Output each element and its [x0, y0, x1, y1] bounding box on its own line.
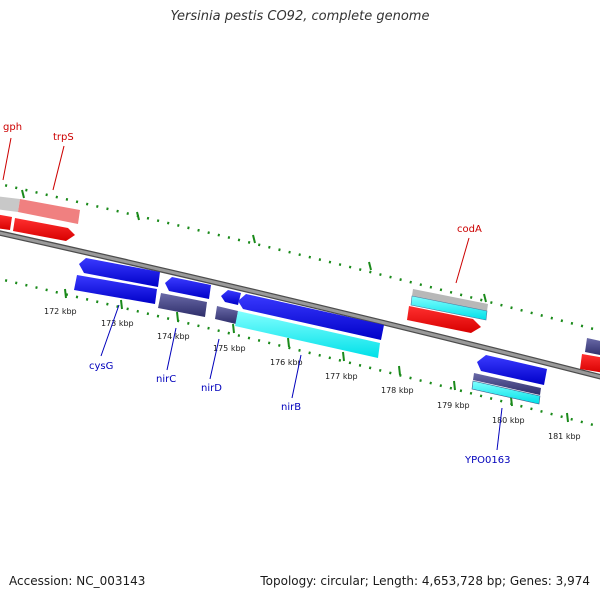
- edge-gene-arrow: [580, 354, 600, 373]
- inner-tick-track: [0, 277, 600, 428]
- gene-label-ypo0163: YPO0163: [464, 455, 510, 466]
- accession-text: Accession: NC_003143: [9, 574, 146, 588]
- tick-label-176: 176 kbp: [270, 358, 303, 367]
- nirC-gene-box: [158, 293, 207, 317]
- codA-feature-grey: [412, 289, 488, 311]
- nirC-upper-arrow: [165, 277, 211, 299]
- map-title: Yersinia pestis CO92, complete genome: [170, 9, 430, 24]
- gph-feature-grey: [0, 196, 20, 212]
- gene-label-nirB: nirB: [281, 402, 301, 413]
- codA-gene-arrow: [407, 306, 481, 333]
- scale-labels: 172 kbp 173 kbp 174 kbp 175 kbp 176 kbp …: [44, 307, 581, 441]
- ypo0163-feature-cyan: [471, 380, 541, 405]
- edge-feature-dark: [585, 338, 600, 355]
- nirB-feature-cyan: [235, 311, 380, 358]
- tick-label-175: 175 kbp: [213, 344, 246, 353]
- ypo0163-feature-dark: [473, 373, 541, 395]
- gene-label-nirC: nirC: [156, 374, 176, 385]
- gene-labels: gph trpS codA cysG nirC nirD nirB YPO016…: [3, 122, 510, 466]
- trpS-gene-arrow: [13, 218, 75, 241]
- topology-text: Topology: circular; Length: 4,653,728 bp…: [260, 574, 590, 588]
- gph-gene-arrow: [0, 214, 12, 230]
- nirD-gene-arrow: [221, 290, 241, 305]
- nirB-gene-arrow: [238, 294, 384, 340]
- tick-label-178: 178 kbp: [381, 386, 414, 395]
- label-leader-lines: [2, 137, 503, 451]
- tick-label-174: 174 kbp: [157, 332, 190, 341]
- tick-label-180: 180 kbp: [492, 416, 525, 425]
- gene-label-trpS: trpS: [53, 132, 74, 143]
- reverse-strand-features: [74, 258, 547, 405]
- tick-label-172: 172 kbp: [44, 307, 77, 316]
- outer-tick-track: [0, 182, 600, 332]
- tick-label-181: 181 kbp: [548, 432, 581, 441]
- cysG-upper-arrow: [79, 258, 160, 287]
- codA-feature-cyan: [410, 295, 488, 321]
- gene-label-nirD: nirD: [201, 383, 222, 394]
- outer-major-ticks: [21, 189, 487, 303]
- genome-backbone: [0, 230, 600, 380]
- forward-strand-features: [0, 196, 600, 373]
- gene-label-cysG: cysG: [89, 361, 113, 372]
- ypo0163-gene-arrow: [477, 355, 547, 385]
- trpS-feature-pink: [18, 199, 80, 224]
- tick-label-173: 173 kbp: [101, 319, 134, 328]
- nirD-feature-grey: [215, 306, 238, 324]
- cysG-gene-box: [74, 275, 157, 304]
- tick-label-177: 177 kbp: [325, 372, 358, 381]
- tick-label-179: 179 kbp: [437, 401, 470, 410]
- gene-label-gph: gph: [3, 122, 22, 133]
- inner-major-ticks: [64, 288, 569, 423]
- gene-label-codA: codA: [457, 224, 482, 235]
